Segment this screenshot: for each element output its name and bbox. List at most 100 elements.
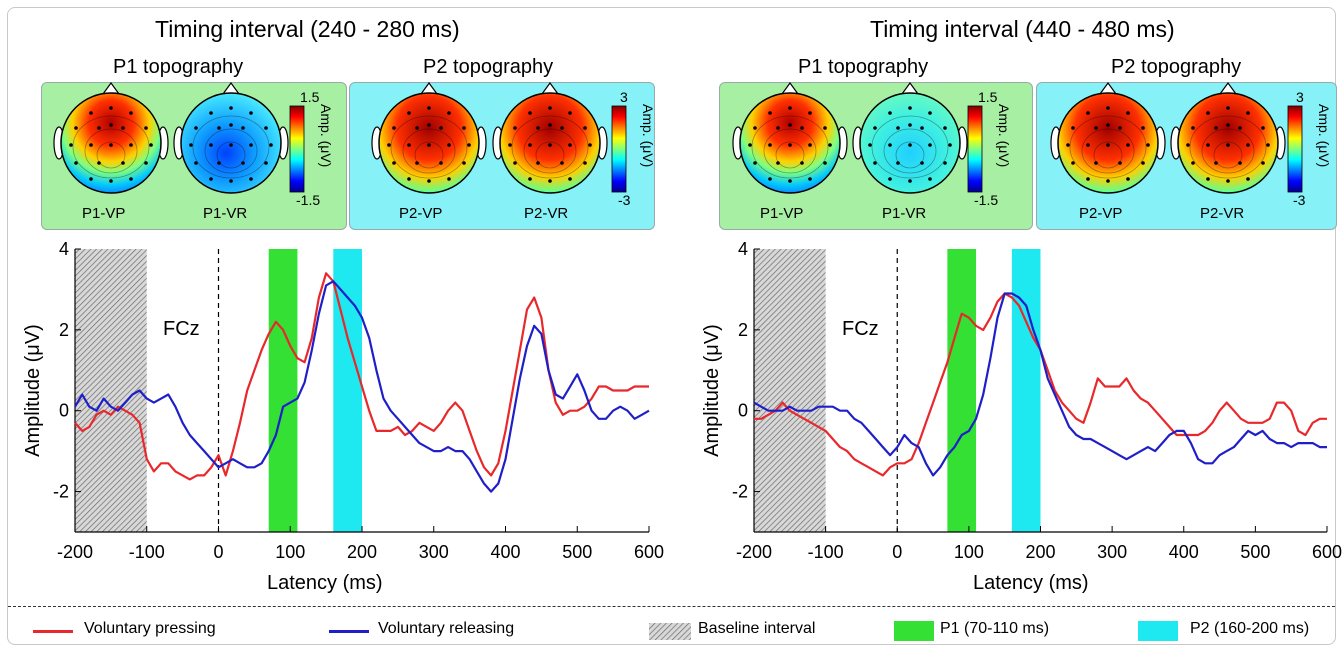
electrode-dot xyxy=(1191,126,1195,130)
electrode-dot xyxy=(908,106,912,110)
topo-head xyxy=(852,81,968,194)
electrode-dot xyxy=(873,161,877,165)
electrode-dot xyxy=(407,143,411,147)
scalp-map xyxy=(60,92,162,194)
electrode-dot xyxy=(536,161,540,165)
topo-head xyxy=(371,81,487,194)
x-tick-label: 600 xyxy=(634,542,664,562)
electrode-dot xyxy=(828,143,832,147)
electrode-dot xyxy=(229,179,233,183)
electrode-dot xyxy=(467,143,471,147)
x-tick-label: 0 xyxy=(213,542,223,562)
electrode-dot xyxy=(194,126,198,130)
electrode-dot xyxy=(462,161,466,165)
figure-frame xyxy=(7,7,1336,645)
colorbar xyxy=(289,105,305,193)
contour-line xyxy=(414,141,444,169)
channel-label-left: FCz xyxy=(163,318,200,340)
contour-line xyxy=(775,141,805,169)
electrode-dot xyxy=(1206,111,1210,115)
electrode-dot xyxy=(800,161,804,165)
colorbar-max-label: 3 xyxy=(620,89,628,105)
electrode-dot xyxy=(1106,106,1110,110)
electrode-dot xyxy=(144,126,148,130)
electrode-dot xyxy=(217,126,221,130)
electrode-dot xyxy=(209,111,213,115)
scalp-map xyxy=(1057,92,1159,194)
contour-line xyxy=(1213,141,1243,169)
contour-line xyxy=(390,115,468,179)
legend-divider xyxy=(8,606,1335,607)
electrode-dot xyxy=(896,161,900,165)
legend-label-baseline: Baseline interval xyxy=(698,620,816,637)
electrode-dot xyxy=(776,126,780,130)
electrode-dot xyxy=(1226,123,1230,127)
shaded-interval xyxy=(947,249,977,532)
electrode-dot xyxy=(1086,111,1090,115)
nose xyxy=(222,81,240,95)
electrode-dot xyxy=(1246,177,1250,181)
electrode-dot xyxy=(447,177,451,181)
scalp-map xyxy=(859,92,961,194)
colorbar-unit-label: Amp. (μV) xyxy=(1316,104,1332,167)
electrode-dot xyxy=(1094,161,1098,165)
p2-topography-title-left: P2 topography xyxy=(423,56,554,78)
electrode-dot xyxy=(928,177,932,181)
electrode-dot xyxy=(1071,161,1075,165)
electrode-dot xyxy=(97,126,101,130)
colorbar-unit-label: Amp. (μV) xyxy=(996,104,1012,167)
electrode-dot xyxy=(129,177,133,181)
nose xyxy=(1219,81,1237,95)
electrode-dot xyxy=(144,161,148,165)
scalp-map xyxy=(1177,92,1279,194)
legend-swatch-pressing xyxy=(33,630,73,633)
contour-line xyxy=(1201,128,1255,174)
contour-line xyxy=(535,141,565,169)
electrode-dot xyxy=(768,111,772,115)
colorbar-max-label: 1.5 xyxy=(300,89,320,105)
electrode-dot xyxy=(439,126,443,130)
electrode-dot xyxy=(1206,143,1210,147)
p1-topography-title-right: P1 topography xyxy=(798,56,929,78)
electrode-dot xyxy=(548,179,552,183)
electrode-dot xyxy=(109,106,113,110)
colorbar xyxy=(611,105,627,193)
scalp-map xyxy=(180,92,282,194)
electrode-dot xyxy=(928,143,932,147)
topo-head xyxy=(1170,81,1286,194)
electrode-dot xyxy=(89,111,93,115)
x-tick-label: 500 xyxy=(562,542,592,562)
electrode-dot xyxy=(868,143,872,147)
electrode-dot xyxy=(249,111,253,115)
electrode-dot xyxy=(194,161,198,165)
colorbar-min-label: -1.5 xyxy=(296,192,321,208)
electrode-dot xyxy=(896,126,900,130)
electrode-dot xyxy=(588,143,592,147)
electrode-dot xyxy=(121,161,125,165)
electrode-dot xyxy=(407,177,411,181)
shaded-interval xyxy=(268,249,298,532)
contour-line xyxy=(216,141,246,169)
electrode-dot xyxy=(908,143,912,147)
y-tick-label: -2 xyxy=(732,482,748,502)
shaded-interval xyxy=(1011,249,1041,532)
electrode-dot xyxy=(392,161,396,165)
electrode-dot xyxy=(447,111,451,115)
shaded-interval xyxy=(333,249,362,532)
contour-line xyxy=(871,115,949,179)
series-line xyxy=(74,280,650,493)
electrode-dot xyxy=(920,126,924,130)
electrode-dot xyxy=(928,111,932,115)
electrode-dot xyxy=(1186,143,1190,147)
electrode-dot xyxy=(548,123,552,127)
panel-title-left: Timing interval (240 - 280 ms) xyxy=(155,16,460,42)
x-tick-label: 600 xyxy=(1312,542,1342,562)
electrode-dot xyxy=(560,126,564,130)
electrode-dot xyxy=(121,126,125,130)
electrode-dot xyxy=(1226,106,1230,110)
electrode-dot xyxy=(1226,179,1230,183)
electrode-dot xyxy=(264,161,268,165)
y-tick-label: 4 xyxy=(59,239,69,259)
head-label: P2-VP xyxy=(399,205,443,222)
contour-line xyxy=(523,128,577,174)
